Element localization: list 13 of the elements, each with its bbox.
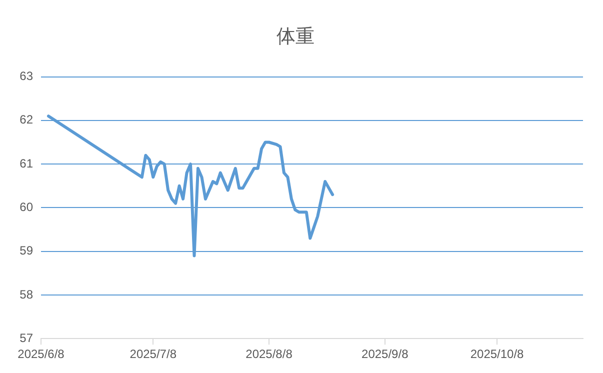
- x-tick-label: 2025/6/8: [18, 347, 65, 362]
- y-tick-label: 58: [20, 287, 34, 302]
- y-tick-label: 59: [20, 244, 34, 258]
- x-tick-label: 2025/7/8: [130, 347, 177, 362]
- y-tick-label: 63: [20, 69, 34, 84]
- x-tick-label: 2025/10/8: [470, 347, 524, 362]
- y-tick-label: 62: [20, 112, 34, 127]
- y-tick-label: 60: [20, 200, 34, 214]
- x-tick-label: 2025/9/8: [362, 347, 409, 362]
- y-tick-label: 57: [20, 330, 34, 345]
- chart-title: 体重: [276, 26, 314, 48]
- y-tick-label: 61: [20, 156, 34, 170]
- x-tick-label: 2025/8/8: [246, 347, 293, 362]
